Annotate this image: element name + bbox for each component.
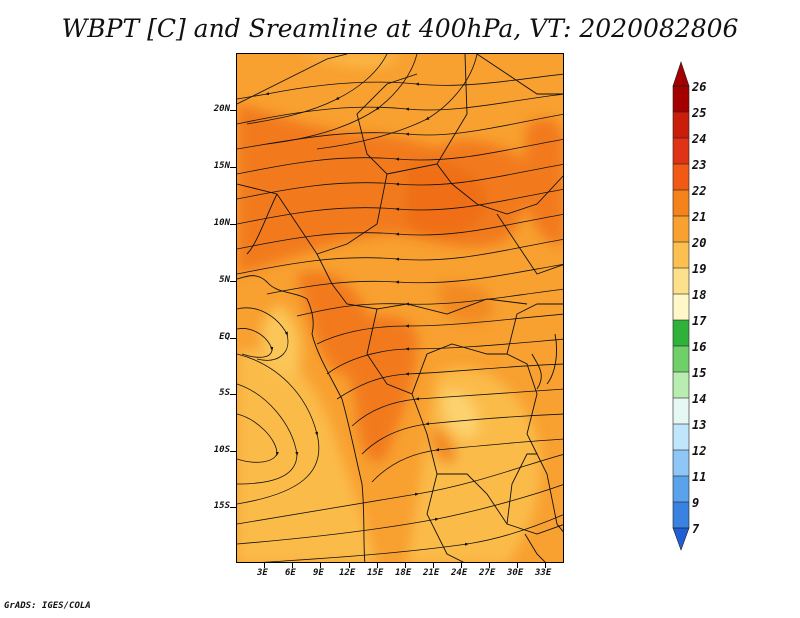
x-tick xyxy=(264,563,265,568)
colorbar-segment xyxy=(673,86,689,112)
colorbar-segment xyxy=(673,398,689,424)
colorbar-label-17: 17 xyxy=(692,314,707,328)
colorbar-segment xyxy=(673,112,689,138)
x-label-33e: 33E xyxy=(535,568,552,578)
x-tick xyxy=(433,563,434,568)
x-tick xyxy=(320,563,321,568)
x-label-15e: 15E xyxy=(367,568,384,578)
colorbar-label-24: 24 xyxy=(692,132,707,146)
x-tick xyxy=(489,563,490,568)
y-tick xyxy=(230,110,236,111)
colorbar-segment xyxy=(673,502,689,528)
y-label-eq: EQ xyxy=(219,332,230,342)
colorbar xyxy=(672,61,690,551)
colorbar-label-13: 13 xyxy=(692,418,707,432)
y-label-5s: 5S xyxy=(219,388,230,398)
colorbar-label-22: 22 xyxy=(692,184,707,198)
x-label-18e: 18E xyxy=(395,568,412,578)
colorbar-segment xyxy=(673,294,689,320)
colorbar-segment xyxy=(673,268,689,294)
colorbar-segment xyxy=(673,424,689,450)
y-tick xyxy=(230,338,236,339)
x-label-6e: 6E xyxy=(285,568,296,578)
map-panel xyxy=(236,53,564,563)
colorbar-segment xyxy=(673,372,689,398)
colorbar-segment xyxy=(673,242,689,268)
colorbar-segment xyxy=(673,216,689,242)
y-tick xyxy=(230,281,236,282)
x-label-24e: 24E xyxy=(451,568,468,578)
colorbar-label-26: 26 xyxy=(692,80,707,94)
colorbar-dividers xyxy=(672,85,690,529)
y-label-10n: 10N xyxy=(213,218,230,228)
map-canvas xyxy=(237,54,563,562)
colorbar-label-12: 12 xyxy=(692,444,707,458)
colorbar-label-7: 7 xyxy=(692,522,700,536)
x-label-21e: 21E xyxy=(423,568,440,578)
colorbar-segment xyxy=(673,320,689,346)
streamlines xyxy=(237,54,563,562)
x-tick xyxy=(292,563,293,568)
colorbar-label-18: 18 xyxy=(692,288,707,302)
x-label-30e: 30E xyxy=(507,568,524,578)
y-label-5n: 5N xyxy=(219,275,230,285)
x-label-9e: 9E xyxy=(313,568,324,578)
y-tick xyxy=(230,507,236,508)
colorbar-label-21: 21 xyxy=(692,210,707,224)
y-label-20n: 20N xyxy=(213,104,230,114)
colorbar-label-15: 15 xyxy=(692,366,707,380)
colorbar-blocks xyxy=(672,61,690,551)
x-label-27e: 27E xyxy=(479,568,496,578)
colorbar-segment xyxy=(673,450,689,476)
y-label-10s: 10S xyxy=(213,445,230,455)
x-tick xyxy=(461,563,462,568)
colorbar-top-arrow xyxy=(672,61,690,87)
colorbar-label-20: 20 xyxy=(692,236,707,250)
colorbar-label-16: 16 xyxy=(692,340,707,354)
colorbar-label-19: 19 xyxy=(692,262,707,276)
colorbar-label-14: 14 xyxy=(692,392,707,406)
x-label-12e: 12E xyxy=(339,568,356,578)
footer-credit: GrADS: IGES/COLA xyxy=(4,601,91,611)
colorbar-label-25: 25 xyxy=(692,106,707,120)
colorbar-label-11: 11 xyxy=(692,470,707,484)
y-label-15s: 15S xyxy=(213,501,230,511)
colorbar-segment xyxy=(673,164,689,190)
colorbar-label-23: 23 xyxy=(692,158,707,172)
colorbar-segment xyxy=(673,476,689,502)
x-label-3e: 3E xyxy=(257,568,268,578)
colorbar-bottom-arrow xyxy=(672,527,690,551)
wbpt-shading xyxy=(237,54,563,562)
x-tick xyxy=(349,563,350,568)
colorbar-label-9: 9 xyxy=(692,496,700,510)
colorbar-segment xyxy=(673,190,689,216)
map-title: WBPT [C] and Sreamline at 400hPa, VT: 20… xyxy=(61,14,739,43)
x-tick xyxy=(377,563,378,568)
x-tick xyxy=(517,563,518,568)
y-tick xyxy=(230,394,236,395)
country-borders xyxy=(237,54,563,562)
colorbar-segment xyxy=(673,138,689,164)
y-tick xyxy=(230,224,236,225)
x-tick xyxy=(405,563,406,568)
y-tick xyxy=(230,451,236,452)
y-label-15n: 15N xyxy=(213,161,230,171)
colorbar-segment xyxy=(673,346,689,372)
x-tick xyxy=(545,563,546,568)
y-tick xyxy=(230,167,236,168)
